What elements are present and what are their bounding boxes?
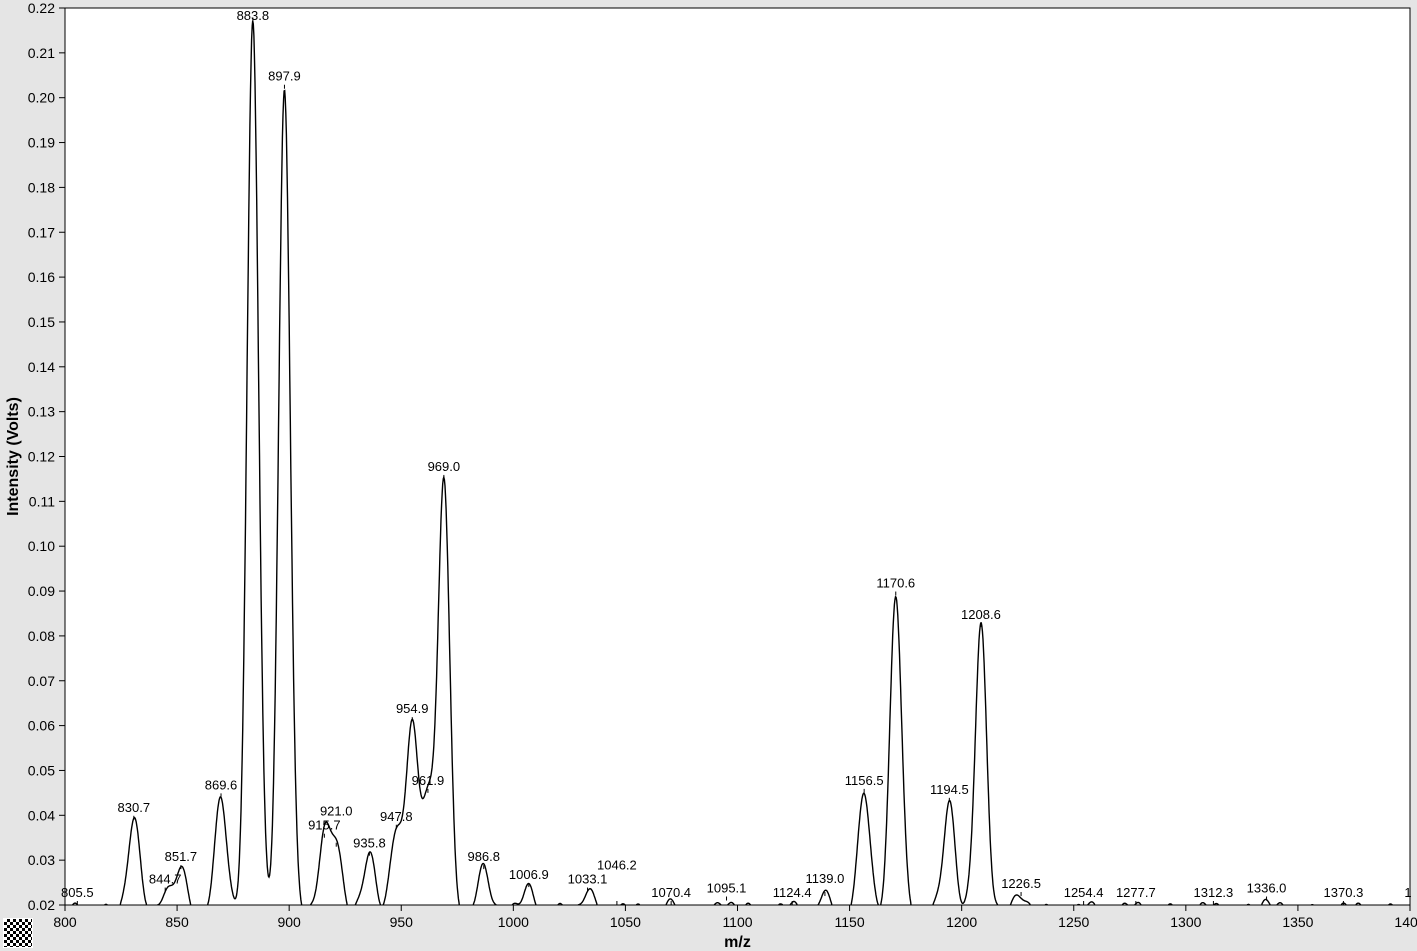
- y-tick-label: 0.13: [28, 404, 55, 420]
- x-tick-label: 800: [53, 914, 77, 930]
- x-tick-label: 950: [390, 914, 414, 930]
- peak-label: 1139.0: [806, 871, 845, 886]
- peak-label: 1226.5: [1001, 876, 1041, 891]
- peak-label: 1170.6: [876, 576, 915, 591]
- peak-label-clipped: 1: [1404, 885, 1411, 900]
- y-tick-label: 0.12: [28, 449, 55, 465]
- peak-label: 805.5: [61, 885, 94, 900]
- peak-label: 830.7: [118, 800, 151, 815]
- y-tick-label: 0.11: [29, 493, 55, 509]
- y-tick-label: 0.14: [28, 359, 55, 375]
- peak-label: 1277.7: [1116, 885, 1156, 900]
- peak-label: 947.8: [380, 809, 413, 824]
- x-tick-label: 1250: [1058, 914, 1089, 930]
- peak-label: 1194.5: [930, 782, 969, 797]
- y-tick-label: 0.09: [28, 583, 55, 599]
- y-axis-label: Intensity (Volts): [5, 397, 22, 516]
- y-tick-label: 0.02: [28, 897, 55, 913]
- peak-label: 1124.4: [773, 885, 812, 900]
- y-tick-label: 0.05: [28, 762, 55, 778]
- peak-label: 869.6: [205, 777, 238, 792]
- peak-label: 897.9: [268, 69, 301, 84]
- peak-label: 935.8: [353, 836, 386, 851]
- y-tick-label: 0.03: [28, 852, 55, 868]
- peak-label: 961.9: [412, 773, 445, 788]
- peak-label: 1046.2: [597, 858, 637, 873]
- peak-label: 954.9: [396, 701, 429, 716]
- peak-label: 1033.1: [568, 872, 608, 887]
- x-tick-label: 1100: [722, 914, 752, 930]
- y-tick-label: 0.17: [28, 224, 55, 240]
- peak-label: 1336.0: [1247, 881, 1287, 896]
- peak-label: 921.0: [320, 804, 353, 819]
- x-tick-label: 1000: [498, 914, 529, 930]
- plot-area: [65, 8, 1410, 905]
- y-tick-label: 0.07: [28, 673, 55, 689]
- chart-svg: 0.02 0.03 0.04 0.05 0.06 0.07 0.08 0.09 0.10 0.11…: [0, 0, 1417, 951]
- peak-label: 1156.5: [845, 773, 884, 788]
- peak-label: 1095.1: [707, 881, 747, 896]
- qr-code-icon: [4, 919, 32, 947]
- x-tick-label: 900: [277, 914, 301, 930]
- x-tick-label: 1400: [1394, 914, 1417, 930]
- y-tick-label: 0.08: [28, 628, 55, 644]
- x-axis-label: m/z: [724, 934, 751, 951]
- y-tick-label: 0.21: [28, 45, 55, 61]
- y-tick-label: 0.15: [28, 314, 55, 330]
- peak-label: 986.8: [467, 849, 500, 864]
- mass-spectrum-chart: 0.02 0.03 0.04 0.05 0.06 0.07 0.08 0.09 0.10 0.11…: [0, 0, 1417, 951]
- y-tick-label: 0.04: [28, 807, 55, 823]
- x-tick-label: 1200: [946, 914, 977, 930]
- y-tick-label: 0.22: [28, 0, 55, 16]
- peak-label: 915.7: [308, 818, 341, 833]
- y-tick-label: 0.19: [28, 135, 55, 151]
- peak-label: 1312.3: [1194, 885, 1234, 900]
- peak-label: 844.7: [149, 872, 182, 887]
- peak-label: 883.8: [237, 8, 270, 23]
- x-tick-label: 850: [165, 914, 189, 930]
- x-tick-label: 1350: [1282, 914, 1313, 930]
- peak-label: 969.0: [428, 459, 461, 474]
- x-tick-label: 1150: [835, 914, 865, 930]
- peak-label: 1070.4: [651, 885, 691, 900]
- peak-label: 1254.4: [1064, 885, 1104, 900]
- peak-label: 1370.3: [1324, 885, 1364, 900]
- peak-label: 1006.9: [509, 867, 549, 882]
- y-tick-label: 0.10: [28, 538, 55, 554]
- x-tick-label: 1050: [610, 914, 641, 930]
- y-tick-label: 0.16: [28, 269, 55, 285]
- peak-label: 851.7: [165, 849, 198, 864]
- y-tick-label: 0.06: [28, 718, 55, 734]
- y-tick-label: 0.18: [28, 179, 55, 195]
- y-tick-label: 0.20: [28, 90, 55, 106]
- x-tick-label: 1300: [1170, 914, 1201, 930]
- peak-label: 1208.6: [961, 607, 1001, 622]
